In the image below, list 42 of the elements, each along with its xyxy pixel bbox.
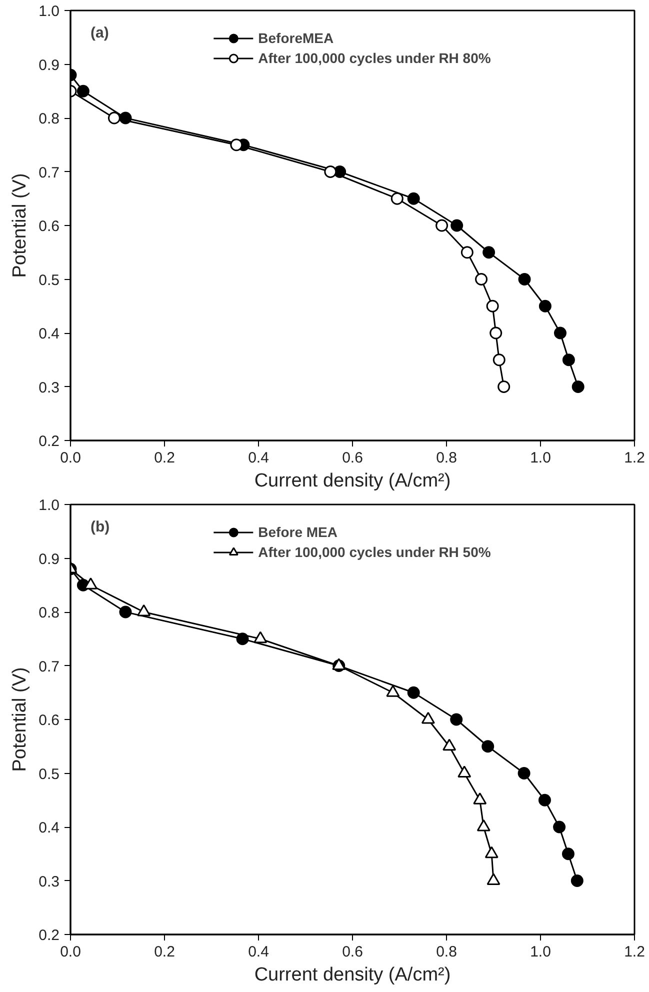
y-axis-title: Potential (V)	[10, 667, 31, 772]
legend-label: After 100,000 cycles under RH 50%	[258, 544, 491, 560]
x-tick-label: 0.8	[436, 944, 457, 960]
text: 1.0	[38, 497, 60, 514]
y-tick-label: 0.7	[38, 164, 60, 182]
legend-label: Before MEA	[258, 524, 338, 540]
y-tick-label: 0.6	[38, 218, 60, 235]
y-tick-label: 0.5	[38, 272, 60, 289]
y-tick-label: 0.4	[38, 326, 60, 342]
y-tick-label: 0.5	[38, 766, 60, 783]
x-tick-label: 0.6	[342, 450, 363, 466]
text: 0.0	[60, 944, 81, 960]
legend-label: After 100,000 cycles under RH 80%	[258, 50, 491, 66]
x-tick-label: 0.4	[248, 944, 269, 960]
x-tick-label: 0.6	[342, 944, 363, 960]
x-tick-label: 1.2	[624, 450, 645, 466]
y-tick-label: 0.2	[38, 927, 60, 944]
annotation: (b)	[90, 518, 110, 536]
y-tick-label: 0.2	[38, 433, 60, 450]
annotation: (a)	[90, 24, 109, 42]
text: 1.0	[38, 3, 60, 20]
text: 0.0	[60, 450, 81, 466]
x-axis-title: Current density (A/cm²)	[254, 470, 451, 492]
y-tick-label: 0.3	[38, 379, 60, 396]
y-tick-label: 0.7	[38, 658, 60, 676]
y-tick-label: 0.3	[38, 873, 60, 890]
y-tick-label: 0.9	[38, 56, 60, 74]
x-tick-label: 1.2	[624, 944, 645, 960]
text: 1.0	[530, 450, 551, 466]
x-tick-label: 0.2	[154, 944, 175, 960]
x-axis-title: Current density (A/cm²)	[254, 964, 451, 986]
legend-label: BeforeMEA	[258, 30, 334, 46]
y-tick-label: 0.9	[38, 550, 60, 568]
x-tick-label: 0.2	[154, 450, 175, 466]
x-tick-label: 0.4	[248, 450, 269, 466]
y-axis-title: Potential (V)	[10, 173, 31, 278]
y-tick-label: 0.6	[38, 712, 60, 729]
y-tick-label: 0.8	[38, 110, 60, 128]
x-tick-label: 0.8	[436, 450, 457, 466]
y-tick-label: 0.4	[38, 820, 60, 836]
y-tick-label: 0.8	[38, 604, 60, 622]
text: 1.0	[530, 944, 551, 960]
